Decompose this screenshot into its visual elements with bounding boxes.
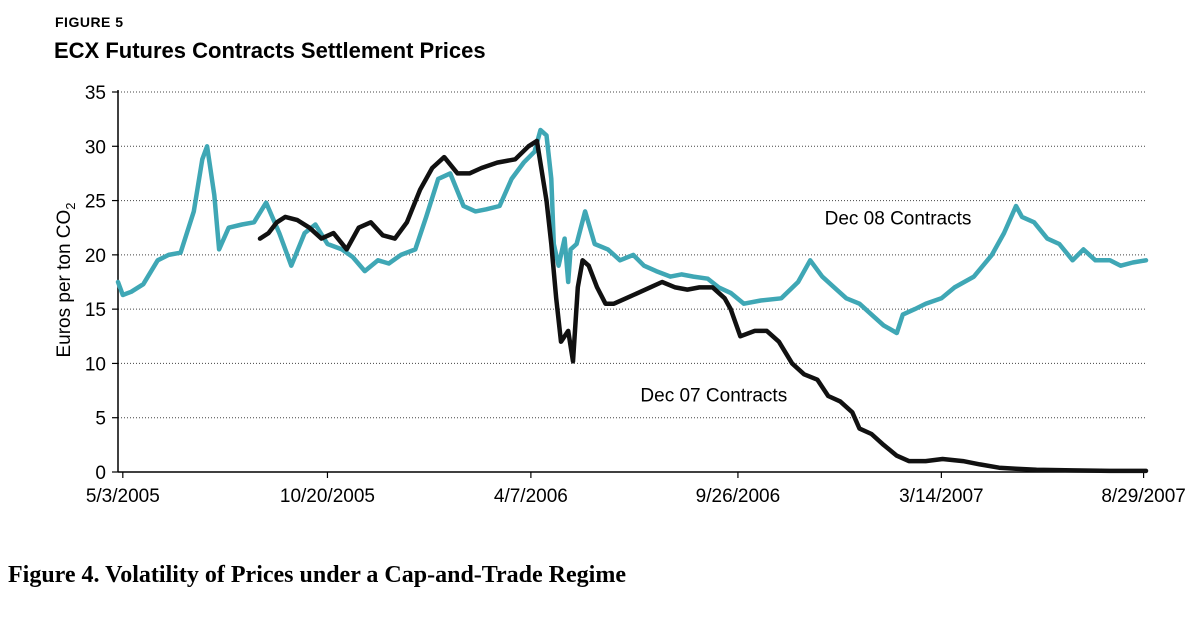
x-tick-label: 4/7/2006 xyxy=(494,486,568,507)
y-tick-label: 10 xyxy=(85,354,106,375)
chart: 0 5 10 15 20 25 30 35 5/3/2005 10/20/2005 4/7/2006… xyxy=(0,0,1194,540)
y-tick-label: 30 xyxy=(85,137,106,158)
series-line-dec-07 xyxy=(260,141,1146,471)
figure-caption: Figure 4. Volatility of Prices under a C… xyxy=(8,562,626,589)
y-tick-label: 25 xyxy=(85,192,106,213)
y-tick-label: 0 xyxy=(95,463,106,484)
x-tick-label: 8/29/2007 xyxy=(1101,486,1186,507)
y-tick-label: 5 xyxy=(95,409,106,430)
x-tick-label: 10/20/2005 xyxy=(280,486,375,507)
y-axis-label: Euros per ton CO2 xyxy=(54,202,78,357)
y-tick-label: 15 xyxy=(85,300,106,321)
x-tick-label: 3/14/2007 xyxy=(899,486,984,507)
annotation-dec-08: Dec 08 Contracts xyxy=(825,208,972,229)
x-tick-label: 5/3/2005 xyxy=(86,486,160,507)
y-tick-label: 35 xyxy=(85,83,106,104)
annotation-dec-07: Dec 07 Contracts xyxy=(640,385,787,406)
x-tick-label: 9/26/2006 xyxy=(696,486,781,507)
series-lines xyxy=(118,130,1146,471)
y-tick-label: 20 xyxy=(85,246,106,267)
